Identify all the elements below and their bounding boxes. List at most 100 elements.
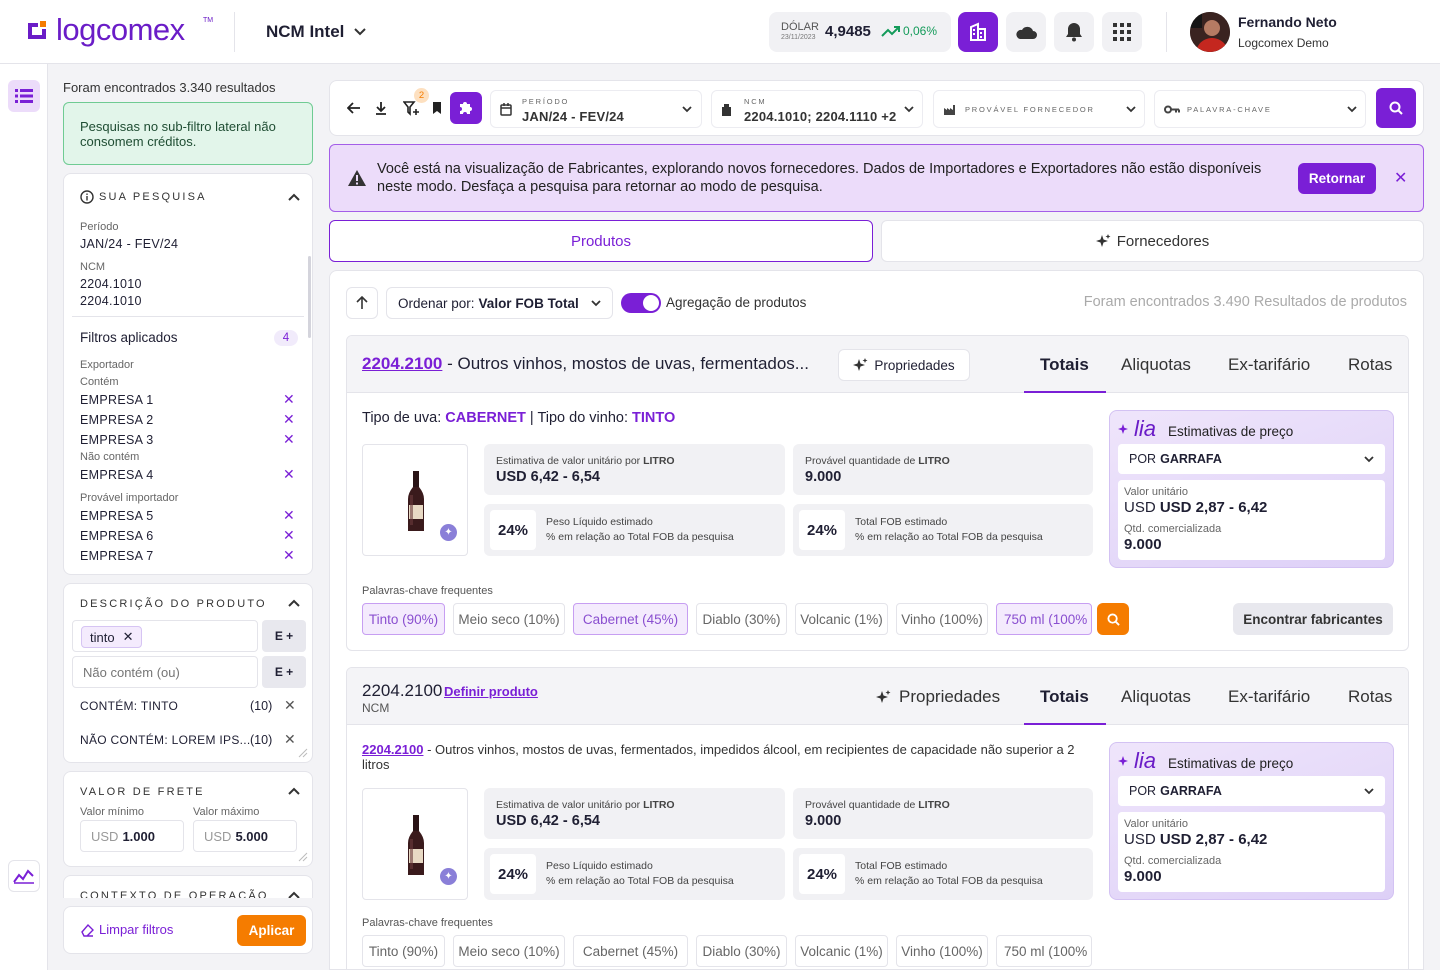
- keyword-chip[interactable]: Meio seco (10%): [453, 603, 565, 635]
- operation-context-card: CONTEXTO DE OPERAÇÃO: [63, 875, 313, 898]
- close-icon[interactable]: ✕: [284, 697, 296, 713]
- close-icon[interactable]: ✕: [1394, 170, 1408, 187]
- keyword-chip[interactable]: 750 ml (100%: [996, 603, 1092, 635]
- ncm-label: NCM: [80, 261, 106, 273]
- properties-button[interactable]: Propriedades: [838, 349, 970, 381]
- filter-count-badge: 2: [414, 88, 429, 103]
- keyword-chip[interactable]: Tinto (90%): [362, 935, 445, 967]
- puzzle-icon: [460, 102, 472, 114]
- remove-filter-icon[interactable]: ✕: [283, 527, 295, 543]
- fob-percent: 24%: [799, 510, 845, 550]
- keyword-chip[interactable]: Meio seco (10%): [453, 935, 565, 967]
- remove-filter-icon[interactable]: ✕: [283, 466, 295, 482]
- clear-filters-button[interactable]: Limpar filtros: [80, 922, 173, 937]
- keyword-chip[interactable]: Vinho (100%): [896, 935, 988, 967]
- tab-properties[interactable]: Propriedades: [876, 687, 1000, 707]
- resize-handle-icon[interactable]: [298, 748, 308, 758]
- filter-value: EMPRESA 4: [80, 468, 154, 482]
- cloud-button[interactable]: [1006, 12, 1046, 52]
- download-icon[interactable]: [375, 101, 387, 115]
- tab-ex-tarifario[interactable]: Ex-tarifário: [1228, 687, 1311, 706]
- results-count: Foram encontrados 3.340 resultados: [63, 80, 276, 95]
- close-icon[interactable]: ✕: [284, 731, 296, 747]
- unit-select[interactable]: POR GARRAFA: [1118, 776, 1385, 806]
- tab-totals[interactable]: Totais: [1040, 687, 1089, 706]
- user-name[interactable]: Fernando Neto: [1238, 14, 1337, 30]
- and-button[interactable]: E +: [262, 656, 306, 688]
- keyword-chip[interactable]: 750 ml (100%: [996, 935, 1092, 967]
- apps-button[interactable]: [1102, 12, 1142, 52]
- close-icon[interactable]: ✕: [122, 629, 134, 644]
- keyword-chip[interactable]: Cabernet (45%): [573, 935, 688, 967]
- filter-plus-icon[interactable]: [403, 101, 419, 116]
- product-image: ✦: [362, 788, 468, 900]
- remove-filter-icon[interactable]: ✕: [283, 391, 295, 407]
- contains-input[interactable]: tinto ✕: [72, 620, 258, 652]
- applied-filters-label: Filtros aplicados: [80, 330, 178, 345]
- brand-logo[interactable]: logcomex: [56, 12, 185, 47]
- clear-filters-label: Limpar filtros: [99, 922, 174, 937]
- return-button[interactable]: Retornar: [1298, 163, 1376, 194]
- quantity-stat: Provável quantidade de LITRO 9.000: [793, 788, 1093, 839]
- remove-filter-icon[interactable]: ✕: [283, 547, 295, 563]
- analytics-button[interactable]: [8, 860, 40, 892]
- keyword-chip[interactable]: Volcanic (1%): [795, 603, 888, 635]
- stat-label: Total FOB estimado: [855, 516, 948, 528]
- chevron-up-icon[interactable]: [288, 891, 300, 898]
- keyword-filter[interactable]: PALAVRA-CHAVE: [1154, 90, 1366, 128]
- product-selector[interactable]: NCM Intel: [266, 22, 367, 42]
- company-button[interactable]: [958, 12, 998, 52]
- chevron-up-icon[interactable]: [288, 193, 300, 201]
- supplier-filter[interactable]: PROVÁVEL FORNECEDOR: [933, 90, 1145, 128]
- tab-totals[interactable]: Totais: [1040, 355, 1089, 374]
- not-contains-input[interactable]: [72, 656, 258, 688]
- chevron-up-icon[interactable]: [288, 599, 300, 607]
- keyword-chip[interactable]: Cabernet (45%): [573, 603, 688, 635]
- tab-rotas[interactable]: Rotas: [1348, 355, 1393, 374]
- keyword-filter-label: PALAVRA-CHAVE: [1187, 105, 1272, 114]
- define-product-link[interactable]: Definir produto: [444, 684, 538, 699]
- tab-aliquotas[interactable]: Aliquotas: [1121, 355, 1191, 374]
- max-value-input[interactable]: USD 5.000: [193, 820, 297, 852]
- remove-filter-icon[interactable]: ✕: [283, 411, 295, 427]
- apply-button[interactable]: Aplicar: [237, 915, 306, 946]
- resize-handle-icon[interactable]: [298, 852, 308, 862]
- keyword-chip[interactable]: Diablo (30%): [696, 935, 787, 967]
- tab-products[interactable]: Produtos: [329, 220, 873, 262]
- remove-filter-icon[interactable]: ✕: [283, 507, 295, 523]
- keyword-chip[interactable]: Diablo (30%): [696, 603, 787, 635]
- avatar[interactable]: [1190, 12, 1230, 52]
- keyword-chip[interactable]: Volcanic (1%): [795, 935, 888, 967]
- list-view-button[interactable]: [8, 80, 40, 112]
- extensions-button[interactable]: [450, 92, 482, 124]
- wine-value: TINTO: [632, 410, 676, 426]
- keyword-chip[interactable]: Vinho (100%): [896, 603, 988, 635]
- ncm-link[interactable]: 2204.2100: [362, 354, 443, 373]
- and-button[interactable]: E +: [262, 620, 306, 652]
- exporter-label: Exportador: [80, 359, 134, 371]
- notifications-button[interactable]: [1054, 12, 1094, 52]
- bookmark-icon[interactable]: [432, 101, 442, 115]
- find-manufacturers-button[interactable]: Encontrar fabricantes: [1233, 603, 1393, 635]
- chevron-up-icon[interactable]: [288, 787, 300, 795]
- ncm-filter[interactable]: NCM 2204.1010; 2204.1110 +2: [711, 90, 923, 128]
- scrollbar[interactable]: [308, 256, 311, 338]
- sort-select[interactable]: Ordenar por: Valor FOB Total: [386, 287, 613, 319]
- arrow-left-icon[interactable]: [347, 102, 361, 114]
- remove-filter-icon[interactable]: ✕: [283, 431, 295, 447]
- tab-rotas[interactable]: Rotas: [1348, 687, 1393, 706]
- aggregation-toggle[interactable]: [621, 293, 661, 313]
- tab-ex-tarifario[interactable]: Ex-tarifário: [1228, 355, 1311, 374]
- tab-suppliers[interactable]: Fornecedores: [881, 220, 1424, 262]
- unit-select[interactable]: POR GARRAFA: [1118, 444, 1385, 474]
- keyword-chip[interactable]: Tinto (90%): [362, 603, 445, 635]
- chevron-down-icon: [904, 106, 914, 113]
- min-value-input[interactable]: USD 1.000: [80, 820, 184, 852]
- ncm-link[interactable]: 2204.2100: [362, 742, 424, 757]
- period-filter[interactable]: PERÍODO JAN/24 - FEV/24: [490, 90, 702, 128]
- keyword-search-button[interactable]: [1097, 603, 1129, 635]
- search-button[interactable]: [1376, 88, 1416, 128]
- tab-aliquotas[interactable]: Aliquotas: [1121, 687, 1191, 706]
- search-chip: tinto ✕: [81, 626, 143, 648]
- sort-direction-button[interactable]: [346, 287, 378, 319]
